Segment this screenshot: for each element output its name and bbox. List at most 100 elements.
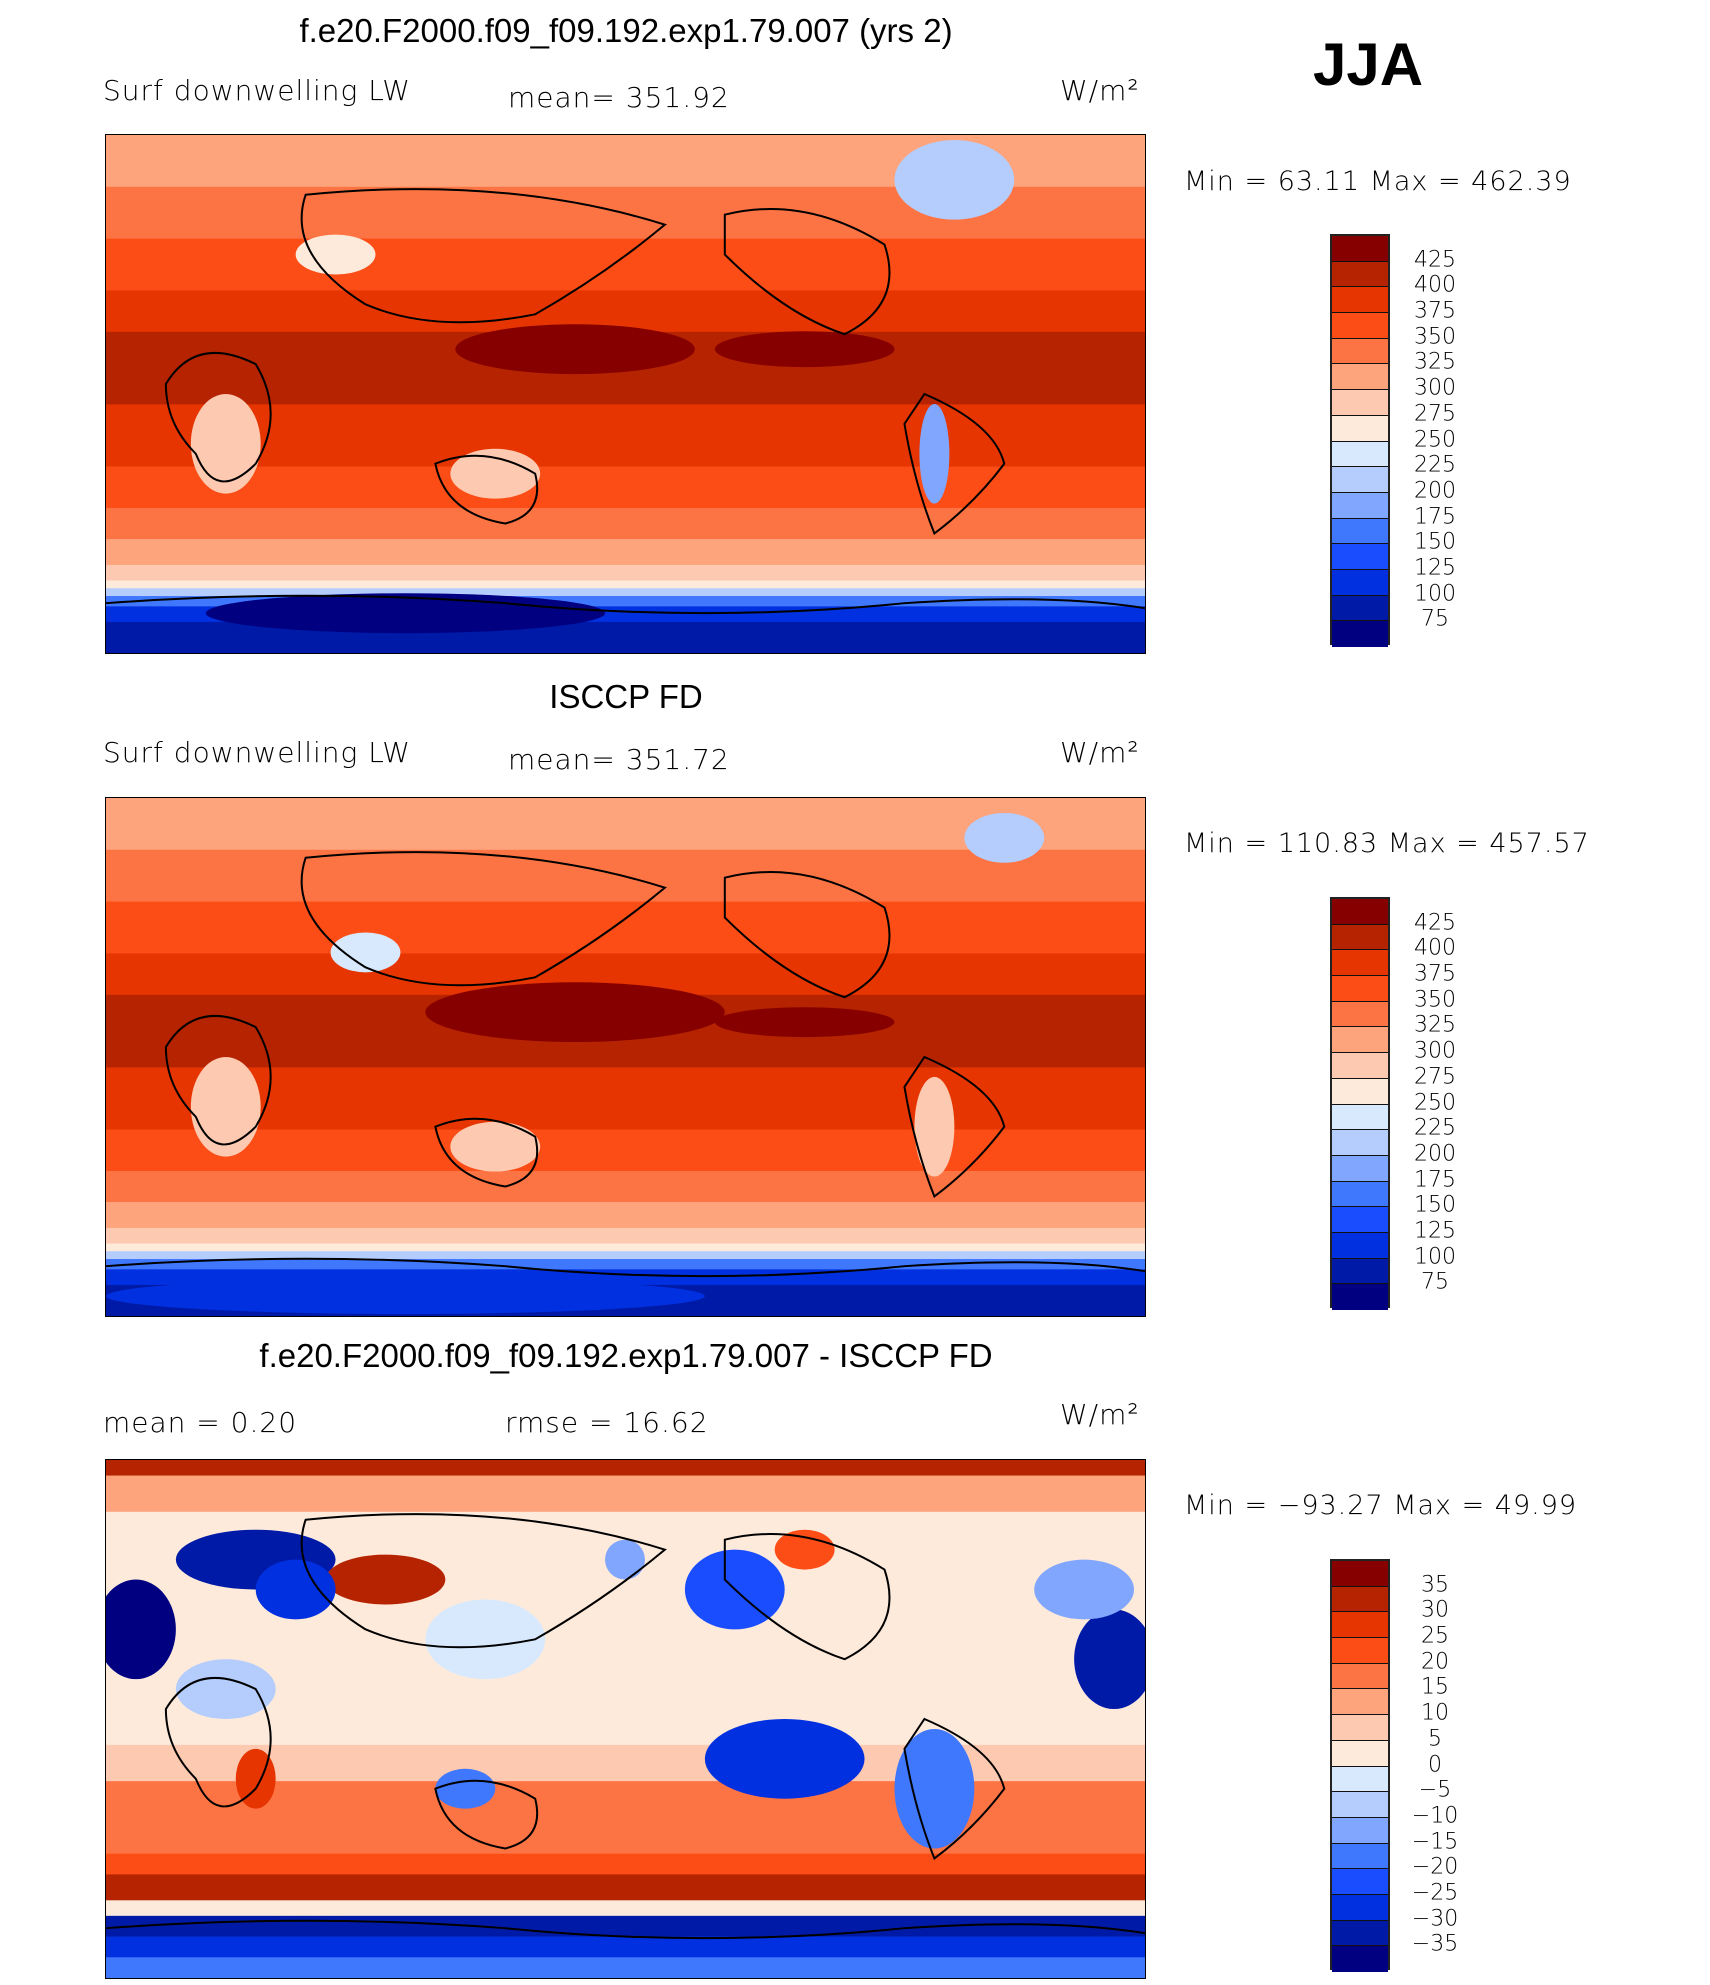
field-band bbox=[106, 1936, 1145, 1959]
season-label: JJA bbox=[1312, 31, 1424, 98]
field-contour bbox=[235, 1748, 276, 1809]
colorbar-swatch bbox=[1332, 1258, 1388, 1285]
panel-1-title: f.e20.F2000.f09_f09.192.exp1.79.007 (yrs… bbox=[299, 12, 953, 49]
coastline bbox=[434, 454, 539, 525]
colorbar-swatch bbox=[1332, 976, 1388, 1002]
colorbar-tick-label: 25 bbox=[1421, 1623, 1449, 1649]
field-contour bbox=[1034, 1559, 1135, 1620]
colorbar-tick-label: 5 bbox=[1428, 1726, 1442, 1752]
field-band bbox=[106, 1957, 1145, 1978]
colorbar-swatch bbox=[1332, 1078, 1388, 1105]
colorbar-swatch bbox=[1332, 1104, 1388, 1131]
field-contour bbox=[205, 593, 606, 634]
field-band bbox=[106, 466, 1145, 509]
colorbar-swatch bbox=[1332, 1663, 1388, 1690]
field-band bbox=[106, 596, 1145, 608]
coastline bbox=[106, 1257, 1145, 1278]
colorbar-swatch bbox=[1332, 518, 1388, 545]
field-contour bbox=[774, 1529, 835, 1570]
colorbar-tick-label: 275 bbox=[1414, 1064, 1456, 1090]
field-band bbox=[106, 507, 1145, 541]
coastline bbox=[300, 1513, 667, 1649]
colorbar-swatch bbox=[1332, 621, 1388, 647]
field-band bbox=[106, 901, 1145, 955]
colorbar-tick-label: 125 bbox=[1414, 1218, 1456, 1244]
panel-3-minmax: Min = −93.27 Max = 49.99 bbox=[1184, 1490, 1578, 1521]
coastline bbox=[903, 1055, 1006, 1199]
panel-2-mean: mean= 351.72 bbox=[508, 743, 730, 776]
field-band bbox=[106, 1460, 1145, 1477]
colorbar-swatch bbox=[1332, 1869, 1388, 1895]
colorbar-swatch bbox=[1332, 544, 1388, 570]
panel-3-colorbar bbox=[1330, 1559, 1390, 1972]
coastline bbox=[903, 392, 1006, 536]
field-band bbox=[106, 580, 1145, 590]
colorbar-swatch bbox=[1332, 1894, 1388, 1921]
field-band bbox=[106, 1259, 1145, 1271]
coastline bbox=[903, 1717, 1006, 1861]
colorbar-swatch bbox=[1332, 1766, 1388, 1793]
colorbar-tick-label: 10 bbox=[1421, 1700, 1449, 1726]
colorbar-swatch bbox=[1332, 899, 1388, 925]
colorbar-swatch bbox=[1332, 287, 1388, 314]
panel-3-units: W/m² bbox=[1060, 1398, 1140, 1431]
colorbar-swatch bbox=[1332, 1207, 1388, 1233]
field-band bbox=[106, 1227, 1145, 1245]
colorbar-swatch bbox=[1332, 338, 1388, 365]
field-contour bbox=[914, 1076, 955, 1177]
colorbar-swatch bbox=[1332, 313, 1388, 339]
field-band bbox=[106, 238, 1145, 292]
field-band bbox=[106, 1170, 1145, 1204]
field-contour bbox=[919, 403, 950, 504]
colorbar-swatch bbox=[1332, 1561, 1388, 1587]
panel-2-colorbar bbox=[1330, 897, 1390, 1310]
field-band bbox=[106, 588, 1145, 598]
colorbar-tick-label: 300 bbox=[1414, 1038, 1456, 1064]
field-band bbox=[106, 1243, 1145, 1253]
colorbar-tick-label: 175 bbox=[1414, 504, 1456, 530]
colorbar-swatch bbox=[1332, 1946, 1388, 1972]
panel-1-map bbox=[105, 134, 1146, 654]
colorbar-tick-label: 150 bbox=[1414, 1192, 1456, 1218]
colorbar-swatch bbox=[1332, 441, 1388, 468]
colorbar-swatch bbox=[1332, 1001, 1388, 1028]
colorbar-swatch bbox=[1332, 1232, 1388, 1259]
colorbar-tick-label: 325 bbox=[1414, 349, 1456, 375]
colorbar-tick-label: 175 bbox=[1414, 1167, 1456, 1193]
colorbar-swatch bbox=[1332, 364, 1388, 391]
colorbar-swatch bbox=[1332, 1792, 1388, 1818]
colorbar-swatch bbox=[1332, 1638, 1388, 1664]
coastline bbox=[300, 188, 667, 324]
colorbar-tick-label: 425 bbox=[1414, 247, 1456, 273]
colorbar-tick-label: −30 bbox=[1411, 1906, 1459, 1932]
colorbar-tick-label: 325 bbox=[1414, 1012, 1456, 1038]
field-contour bbox=[894, 1728, 975, 1849]
field-band bbox=[106, 1251, 1145, 1261]
panel-3-rmse: rmse = 16.62 bbox=[505, 1406, 709, 1439]
field-contour bbox=[455, 324, 695, 375]
colorbar-swatch bbox=[1332, 236, 1388, 262]
colorbar-swatch bbox=[1332, 1817, 1388, 1844]
field-contour bbox=[450, 1121, 541, 1172]
field-band bbox=[106, 564, 1145, 582]
colorbar-tick-label: 100 bbox=[1414, 581, 1456, 607]
field-band bbox=[106, 539, 1145, 566]
colorbar-tick-label: 0 bbox=[1428, 1752, 1442, 1777]
colorbar-tick-label: −5 bbox=[1418, 1777, 1452, 1803]
field-contour bbox=[175, 1659, 276, 1719]
panel-3-title: f.e20.F2000.f09_f09.192.exp1.79.007 - IS… bbox=[259, 1337, 993, 1374]
coastline bbox=[300, 851, 667, 987]
colorbar-tick-label: 200 bbox=[1414, 1141, 1456, 1167]
colorbar-swatch bbox=[1332, 390, 1388, 416]
colorbar-tick-label: −25 bbox=[1411, 1880, 1459, 1906]
field-contour bbox=[605, 1539, 645, 1580]
colorbar-tick-label: 400 bbox=[1414, 935, 1456, 961]
panel-1-mean: mean= 351.92 bbox=[508, 81, 730, 114]
colorbar-tick-label: 250 bbox=[1414, 1090, 1456, 1115]
colorbar-tick-label: 200 bbox=[1414, 478, 1456, 504]
field-band bbox=[106, 1853, 1145, 1876]
colorbar-swatch bbox=[1332, 1715, 1388, 1741]
colorbar-swatch bbox=[1332, 1612, 1388, 1639]
colorbar-swatch bbox=[1332, 1843, 1388, 1870]
colorbar-tick-label: 400 bbox=[1414, 272, 1456, 298]
